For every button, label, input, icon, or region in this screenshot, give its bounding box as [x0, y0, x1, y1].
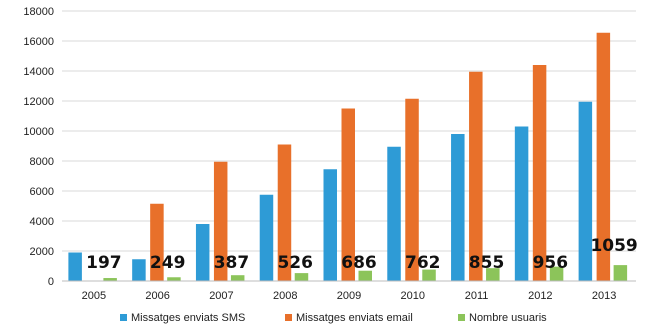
legend-item-0: Missatges enviats SMS [120, 312, 245, 324]
data-label: 197 [86, 253, 122, 273]
bar-series-2-2007 [230, 275, 245, 281]
data-label: 855 [469, 253, 505, 273]
y-tick-label: 16000 [23, 36, 54, 48]
x-tick-label: 2008 [273, 290, 297, 302]
bar-series-0-2009 [323, 169, 337, 281]
bar-series-1-2012 [532, 65, 547, 281]
bar-series-2-2013 [613, 265, 628, 281]
bar-series-1-2006 [150, 203, 164, 281]
bar-series-2-2011 [486, 268, 500, 281]
legend: Missatges enviats SMS Missatges enviats e… [120, 312, 547, 324]
x-tick-label: 2006 [145, 290, 169, 302]
legend-item-2: Nombre usuaris [458, 312, 547, 324]
y-tick-label: 10000 [23, 126, 54, 138]
x-tick-label: 2012 [528, 290, 552, 302]
x-tick-label: 2005 [82, 290, 106, 302]
data-label: 249 [150, 253, 186, 273]
bar-series-2-2006 [167, 277, 181, 281]
data-label: 956 [533, 253, 569, 273]
y-tick-label: 4000 [30, 216, 54, 228]
bar-series-1-2010 [405, 98, 419, 281]
bar-series-1-2013 [596, 32, 611, 281]
y-axis: 0 2000 4000 6000 8000 10000 12000 14000 16000 180… [23, 6, 54, 288]
bar-series-0-2005 [68, 252, 82, 281]
bar-series-0-2011 [451, 134, 465, 281]
legend-label: Nombre usuaris [469, 312, 547, 324]
bar-series-0-2012 [514, 126, 529, 281]
bar-series-2-2009 [358, 270, 372, 281]
legend-swatch [458, 314, 465, 321]
bar-series-0-2006 [132, 259, 146, 281]
bar-series-2-2008 [294, 273, 309, 281]
bar-series-0-2013 [578, 101, 593, 281]
legend-swatch [120, 314, 127, 321]
bar-series-1-2009 [341, 108, 355, 281]
bar-series-1-2011 [469, 71, 483, 281]
bar-series-1-2008 [277, 144, 292, 281]
y-tick-label: 8000 [30, 156, 54, 168]
bar-series-1-2007 [213, 161, 228, 281]
x-tick-label: 2007 [209, 290, 233, 302]
legend-item-1: Missatges enviats email [285, 312, 413, 324]
legend-swatch [285, 314, 292, 321]
x-tick-label: 2009 [337, 290, 361, 302]
y-tick-label: 2000 [30, 246, 54, 258]
legend-label: Missatges enviats SMS [131, 312, 245, 324]
legend-label: Missatges enviats email [296, 312, 413, 324]
data-label: 387 [214, 253, 250, 273]
data-labels: 197 249 387 526 686 762 855 956 1059 [86, 236, 638, 273]
data-label: 686 [341, 253, 377, 273]
bar-series-2-2005 [103, 278, 117, 281]
bar-series-2-2012 [549, 266, 564, 281]
x-tick-label: 2013 [592, 290, 616, 302]
bars [68, 32, 628, 281]
data-label: 526 [277, 253, 313, 273]
x-axis: 2005 2006 2007 2008 2009 2010 2011 2012 2013 [62, 280, 636, 302]
data-label: 1059 [590, 236, 637, 256]
bar-series-0-2010 [387, 146, 401, 281]
y-tick-label: 12000 [23, 96, 54, 108]
y-tick-label: 18000 [23, 6, 54, 18]
bar-series-2-2010 [422, 269, 436, 281]
y-tick-label: 0 [48, 276, 54, 288]
bar-series-0-2008 [259, 194, 274, 281]
x-tick-label: 2010 [401, 290, 425, 302]
y-tick-label: 6000 [30, 186, 54, 198]
x-tick-label: 2011 [465, 290, 489, 302]
data-label: 762 [405, 253, 441, 273]
y-tick-label: 14000 [23, 66, 54, 78]
bar-series-0-2007 [195, 224, 210, 281]
